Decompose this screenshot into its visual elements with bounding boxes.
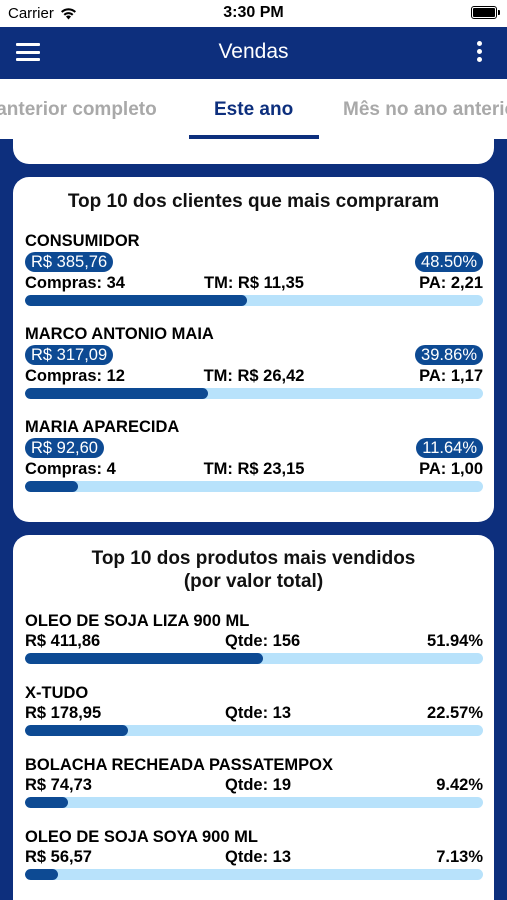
- battery-icon: [471, 6, 500, 19]
- customer-value-badge: R$ 92,60: [25, 438, 104, 458]
- customer-percent-badge: 39.86%: [415, 345, 483, 365]
- customer-name: MARIA APARECIDA: [25, 418, 180, 436]
- product-value: R$ 74,73: [25, 776, 92, 794]
- product-name: OLEO DE SOJA SOYA 900 ML: [25, 828, 258, 846]
- tab-active-indicator: [189, 135, 319, 139]
- hamburger-menu-icon[interactable]: [16, 43, 40, 61]
- tab-month-last-year[interactable]: Mês no ano anterior: [343, 99, 507, 120]
- product-share-bar: [25, 797, 483, 808]
- product-item[interactable]: OLEO DE SOJA SOYA 900 ML R$ 56,57 Qtde: …: [25, 827, 483, 880]
- customer-purchases: Compras: 4: [25, 460, 116, 478]
- product-percent: 51.94%: [427, 632, 483, 650]
- customer-purchases: Compras: 34: [25, 274, 125, 292]
- customer-item[interactable]: CONSUMIDOR R$ 385,76 48.50% Compras: 34 …: [25, 231, 483, 306]
- product-share-bar: [25, 869, 483, 880]
- top-customers-card: Top 10 dos clientes que mais compraram C…: [13, 177, 494, 522]
- more-vertical-icon[interactable]: [477, 41, 483, 65]
- product-name: X-TUDO: [25, 684, 89, 702]
- product-qty: Qtde: 13: [225, 704, 292, 722]
- product-qty: Qtde: 156: [225, 632, 301, 650]
- customer-value-badge: R$ 317,09: [25, 345, 114, 365]
- customer-item[interactable]: MARIA APARECIDA R$ 92,60 11.64% Compras:…: [25, 417, 483, 492]
- customer-tm: TM: R$ 26,42: [203, 367, 305, 385]
- wifi-icon: [60, 8, 76, 20]
- product-qty: Qtde: 19: [225, 776, 292, 794]
- customer-purchases: Compras: 12: [25, 367, 125, 385]
- tab-bar: Mês anterior completo Este ano Mês no an…: [0, 79, 507, 139]
- product-item[interactable]: BOLACHA RECHEADA PASSATEMPOX R$ 74,73 Qt…: [25, 755, 483, 808]
- carrier-label: Carrier: [8, 5, 54, 22]
- product-share-bar: [25, 653, 483, 664]
- customer-share-bar: [25, 388, 483, 399]
- product-value: R$ 178,95: [25, 704, 102, 722]
- customer-pa: PA: 1,00: [419, 460, 483, 478]
- product-value: R$ 411,86: [25, 632, 101, 650]
- customer-value-badge: R$ 385,76: [25, 252, 114, 272]
- product-value: R$ 56,57: [25, 848, 92, 866]
- product-name: OLEO DE SOJA LIZA 900 ML: [25, 612, 250, 630]
- product-percent: 9.42%: [436, 776, 483, 794]
- clock: 3:30 PM: [223, 4, 284, 21]
- page-title: Vendas: [218, 40, 289, 63]
- tab-this-year[interactable]: Este ano: [214, 99, 294, 120]
- customer-name: CONSUMIDOR: [25, 232, 140, 250]
- customer-tm: TM: R$ 11,35: [204, 274, 304, 292]
- top-products-title: Top 10 dos produtos mais vendidos: [91, 548, 416, 569]
- top-products-subtitle: (por valor total): [183, 571, 324, 592]
- customer-share-bar: [25, 481, 483, 492]
- previous-card: [13, 139, 494, 164]
- customer-name: MARCO ANTONIO MAIA: [25, 325, 214, 343]
- nav-bar: Vendas: [0, 27, 507, 79]
- customer-pa: PA: 2,21: [419, 274, 483, 292]
- top-customers-title: Top 10 dos clientes que mais compraram: [67, 191, 440, 212]
- product-percent: 22.57%: [427, 704, 483, 722]
- product-item[interactable]: X-TUDO R$ 178,95 Qtde: 13 22.57%: [25, 683, 483, 736]
- customer-share-bar: [25, 295, 483, 306]
- product-qty: Qtde: 13: [225, 848, 292, 866]
- content-scroll[interactable]: Top 10 dos clientes que mais compraram C…: [0, 139, 507, 900]
- product-percent: 7.13%: [436, 848, 483, 866]
- customer-pa: PA: 1,17: [419, 367, 483, 385]
- tab-previous-month[interactable]: Mês anterior completo: [0, 99, 157, 120]
- status-bar: Carrier 3:30 PM: [0, 0, 507, 27]
- customer-item[interactable]: MARCO ANTONIO MAIA R$ 317,09 39.86% Comp…: [25, 324, 483, 399]
- top-products-card: Top 10 dos produtos mais vendidos (por v…: [13, 535, 494, 900]
- customer-tm: TM: R$ 23,15: [203, 460, 305, 478]
- product-name: BOLACHA RECHEADA PASSATEMPOX: [25, 756, 334, 774]
- product-item[interactable]: OLEO DE SOJA LIZA 900 ML R$ 411,86 Qtde:…: [25, 611, 483, 664]
- customer-percent-badge: 48.50%: [415, 252, 483, 272]
- customer-percent-badge: 11.64%: [416, 438, 483, 458]
- product-share-bar: [25, 725, 483, 736]
